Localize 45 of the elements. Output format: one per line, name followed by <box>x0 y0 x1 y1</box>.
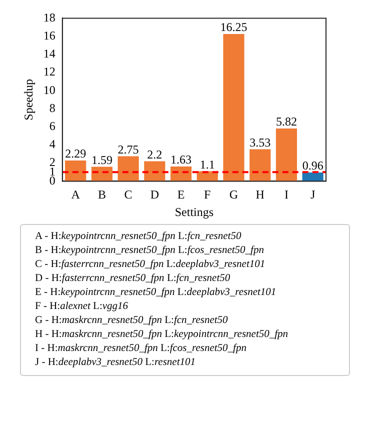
data-label: 0.96 <box>302 158 324 173</box>
y-tick-label: 18 <box>43 10 56 24</box>
x-tick-label: A <box>71 188 80 202</box>
x-tick-label: H <box>256 188 265 202</box>
text: E - H:keypointrcnn_resnet50_fpn L:deeplabv3_resnet101 <box>35 287 276 298</box>
bar <box>250 149 271 182</box>
x-axis-title: Settings <box>174 204 214 219</box>
y-tick-label: 4 <box>49 137 56 152</box>
data-label: 1.1 <box>200 157 215 172</box>
text: D - H:fasterrcnn_resnet50_fpn L:fcn_resnet50 <box>35 273 230 284</box>
x-tick-label: J <box>310 188 316 202</box>
bar <box>65 160 86 182</box>
y-tick-label: 8 <box>49 100 56 115</box>
y-tick-label: 10 <box>43 82 56 97</box>
x-tick-label: C <box>124 188 132 202</box>
data-label: 2.29 <box>65 146 86 161</box>
text: J - H:deeplabv3_resnet50 L:resnet101 <box>35 357 196 368</box>
bar <box>118 156 139 182</box>
data-label: 1.59 <box>91 152 112 167</box>
text: H - H:maskrcnn_resnet50_fpn L:keypointrcnn_resnet50_fpn <box>35 329 288 340</box>
data-label: 1.63 <box>170 152 192 167</box>
text: C - H:fasterrcnn_resnet50_fpn L:deeplabv3_resnet101 <box>35 259 266 270</box>
y-axis-title: Speedup <box>21 79 36 120</box>
data-label: 16.25 <box>220 20 248 34</box>
x-tick-label: I <box>284 188 288 202</box>
text: B - H:keypointrcnn_resnet50_fpn L:fcos_resnet50_fpn <box>35 245 264 256</box>
x-tick-label: F <box>204 188 212 202</box>
x-tick-label: B <box>98 188 106 202</box>
x-tick-label: G <box>229 188 238 202</box>
text: F - H:alexnet L:vgg16 <box>35 301 128 312</box>
y-tick-label: 14 <box>43 46 56 61</box>
text: I - H:maskrcnn_resnet50_fpn L:fcos_resnet50_fpn <box>35 343 246 354</box>
x-tick-label: D <box>150 188 160 202</box>
bar <box>276 128 298 182</box>
x-tick-label: E <box>177 188 185 202</box>
data-label: 2.75 <box>118 142 139 156</box>
data-label: 3.53 <box>250 135 271 150</box>
y-tick-label: 12 <box>43 64 56 79</box>
data-label: 2.2 <box>147 147 162 162</box>
data-label: 5.82 <box>276 114 297 129</box>
y-tick-label: 16 <box>43 28 56 42</box>
y-tick-label: 6 <box>49 119 56 134</box>
bar <box>223 34 244 182</box>
text: A - H:keypointrcnn_resnet50_fpn L:fcn_resnet50 <box>35 231 242 242</box>
text: G - H:maskrcnn_resnet50_fpn L:fcn_resnet50 <box>35 315 228 326</box>
